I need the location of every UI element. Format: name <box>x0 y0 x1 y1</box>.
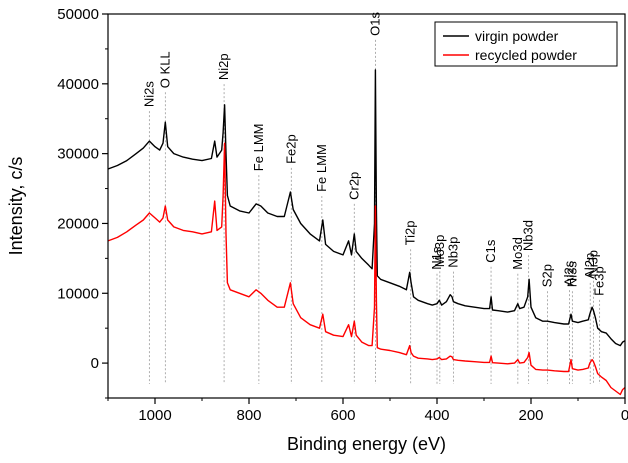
x-tick-label: 800 <box>236 407 261 424</box>
peak-label-c1s: C1s <box>483 239 498 263</box>
y-tick-label: 30000 <box>57 146 99 163</box>
series-line-recycled-powder <box>107 142 626 396</box>
y-tick-label: 50000 <box>57 6 99 23</box>
x-tick-label: 600 <box>330 407 355 424</box>
x-tick-label: 400 <box>424 407 449 424</box>
peak-label-cr2p: Cr2p <box>346 172 361 200</box>
peak-label-o1s: O1s <box>367 12 382 36</box>
y-tick-label: 0 <box>91 355 99 372</box>
peak-label-ni3s: Ni3s <box>564 261 579 288</box>
y-tick-label: 10000 <box>57 285 99 302</box>
plot-frame <box>107 13 626 399</box>
peak-label-fe-lmm: Fe LMM <box>314 144 329 192</box>
x-axis-title: Binding energy (eV) <box>287 434 446 454</box>
peak-label-fe-lmm: Fe LMM <box>251 124 266 172</box>
x-tick-label: 200 <box>518 407 543 424</box>
x-tick-label: 0 <box>621 407 628 424</box>
y-axis-title: Intensity, c/s <box>6 157 26 256</box>
y-tick-label: 20000 <box>57 215 99 232</box>
series-line-virgin-powder <box>107 69 626 347</box>
peak-label-fe3p: Fe3p <box>592 266 607 296</box>
peak-label-ni2p: Ni2p <box>216 53 231 80</box>
peak-label-nb3p: Nb3p <box>445 237 460 268</box>
peak-label-nb3d: Nb3d <box>521 220 536 251</box>
peak-label-al2s: Al2s <box>562 260 577 286</box>
legend-entry-recycled-powder: recycled powder <box>475 47 577 63</box>
x-tick-label: 1000 <box>138 407 171 424</box>
peak-label-ti2p: Ti2p <box>403 220 418 245</box>
legend: virgin powder recycled powder <box>434 21 618 67</box>
legend-entry-virgin-powder: virgin powder <box>475 28 559 44</box>
peak-label-mo3p: Mo3p <box>432 235 447 268</box>
peak-label-ni2s: Ni2s <box>141 81 156 108</box>
peak-label-mo3d: Mo3d <box>510 237 525 270</box>
peak-label-o-kll: O KLL <box>157 51 172 88</box>
series-layer <box>107 69 626 396</box>
y-axis: 0 10000 20000 30000 40000 50000 <box>57 6 108 399</box>
peak-label-s2p: S2p <box>540 264 555 287</box>
peak-label-al2p: Al2p <box>582 253 597 279</box>
x-axis: 1000 800 600 400 200 0 <box>107 398 628 424</box>
peak-label-ni3p: Ni3p <box>586 250 601 277</box>
peak-label-fe2p: Fe2p <box>283 134 298 164</box>
legend-box <box>434 21 618 67</box>
peak-label-n1s: N1s <box>429 246 444 270</box>
y-tick-label: 40000 <box>57 76 99 93</box>
